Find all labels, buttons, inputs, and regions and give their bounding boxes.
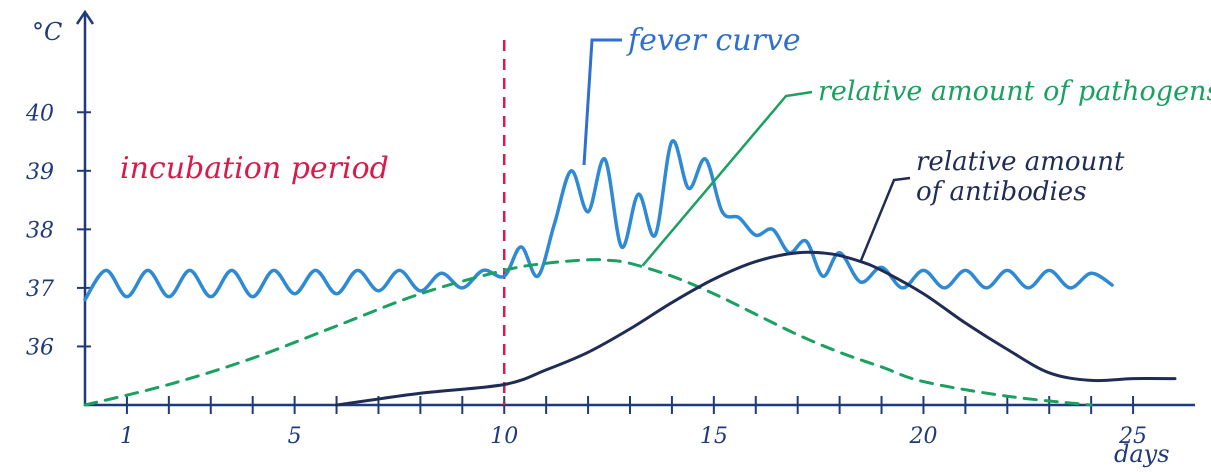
x-tick-label-20: 20 bbox=[908, 424, 937, 449]
antibodies-leader bbox=[859, 176, 911, 263]
pathogens-leader bbox=[641, 90, 813, 267]
incubation-period-label: incubation period bbox=[120, 151, 389, 186]
antibodies-line bbox=[335, 250, 1177, 407]
pathogens-line bbox=[83, 258, 1093, 407]
pathogens-label: relative amount of pathogens bbox=[818, 76, 1211, 107]
y-axis-label: °C bbox=[32, 18, 62, 46]
y-tick-label-38: 38 bbox=[26, 218, 54, 243]
axes bbox=[75, 9, 1195, 407]
y-tick-label-37: 37 bbox=[26, 277, 54, 302]
x-axis-label: days bbox=[1114, 440, 1170, 468]
x-tick-label-1: 1 bbox=[120, 424, 134, 449]
y-tick-label-40: 40 bbox=[25, 101, 54, 126]
y-axis-arrow bbox=[75, 9, 95, 25]
fever-curve-label: fever curve bbox=[626, 23, 801, 58]
y-ticks: 36 37 38 39 40 bbox=[25, 101, 91, 360]
x-tick-label-10: 10 bbox=[490, 424, 518, 449]
x-tick-label-5: 5 bbox=[288, 424, 302, 449]
annotations: °C days incubation period fever curve re… bbox=[32, 18, 1211, 468]
y-tick-label-39: 39 bbox=[26, 160, 54, 185]
label-leader-lines bbox=[582, 38, 911, 267]
fever-curve-line bbox=[83, 139, 1114, 302]
x-tick-label-25: 25 bbox=[1118, 424, 1147, 449]
x-tick-label-15: 15 bbox=[700, 424, 728, 449]
antibodies-label-line1: relative amount bbox=[916, 147, 1125, 177]
y-tick-label-36: 36 bbox=[26, 335, 54, 360]
series-lines bbox=[83, 139, 1177, 407]
antibodies-label-line2: of antibodies bbox=[916, 177, 1087, 207]
fever-curve-leader bbox=[582, 38, 622, 166]
